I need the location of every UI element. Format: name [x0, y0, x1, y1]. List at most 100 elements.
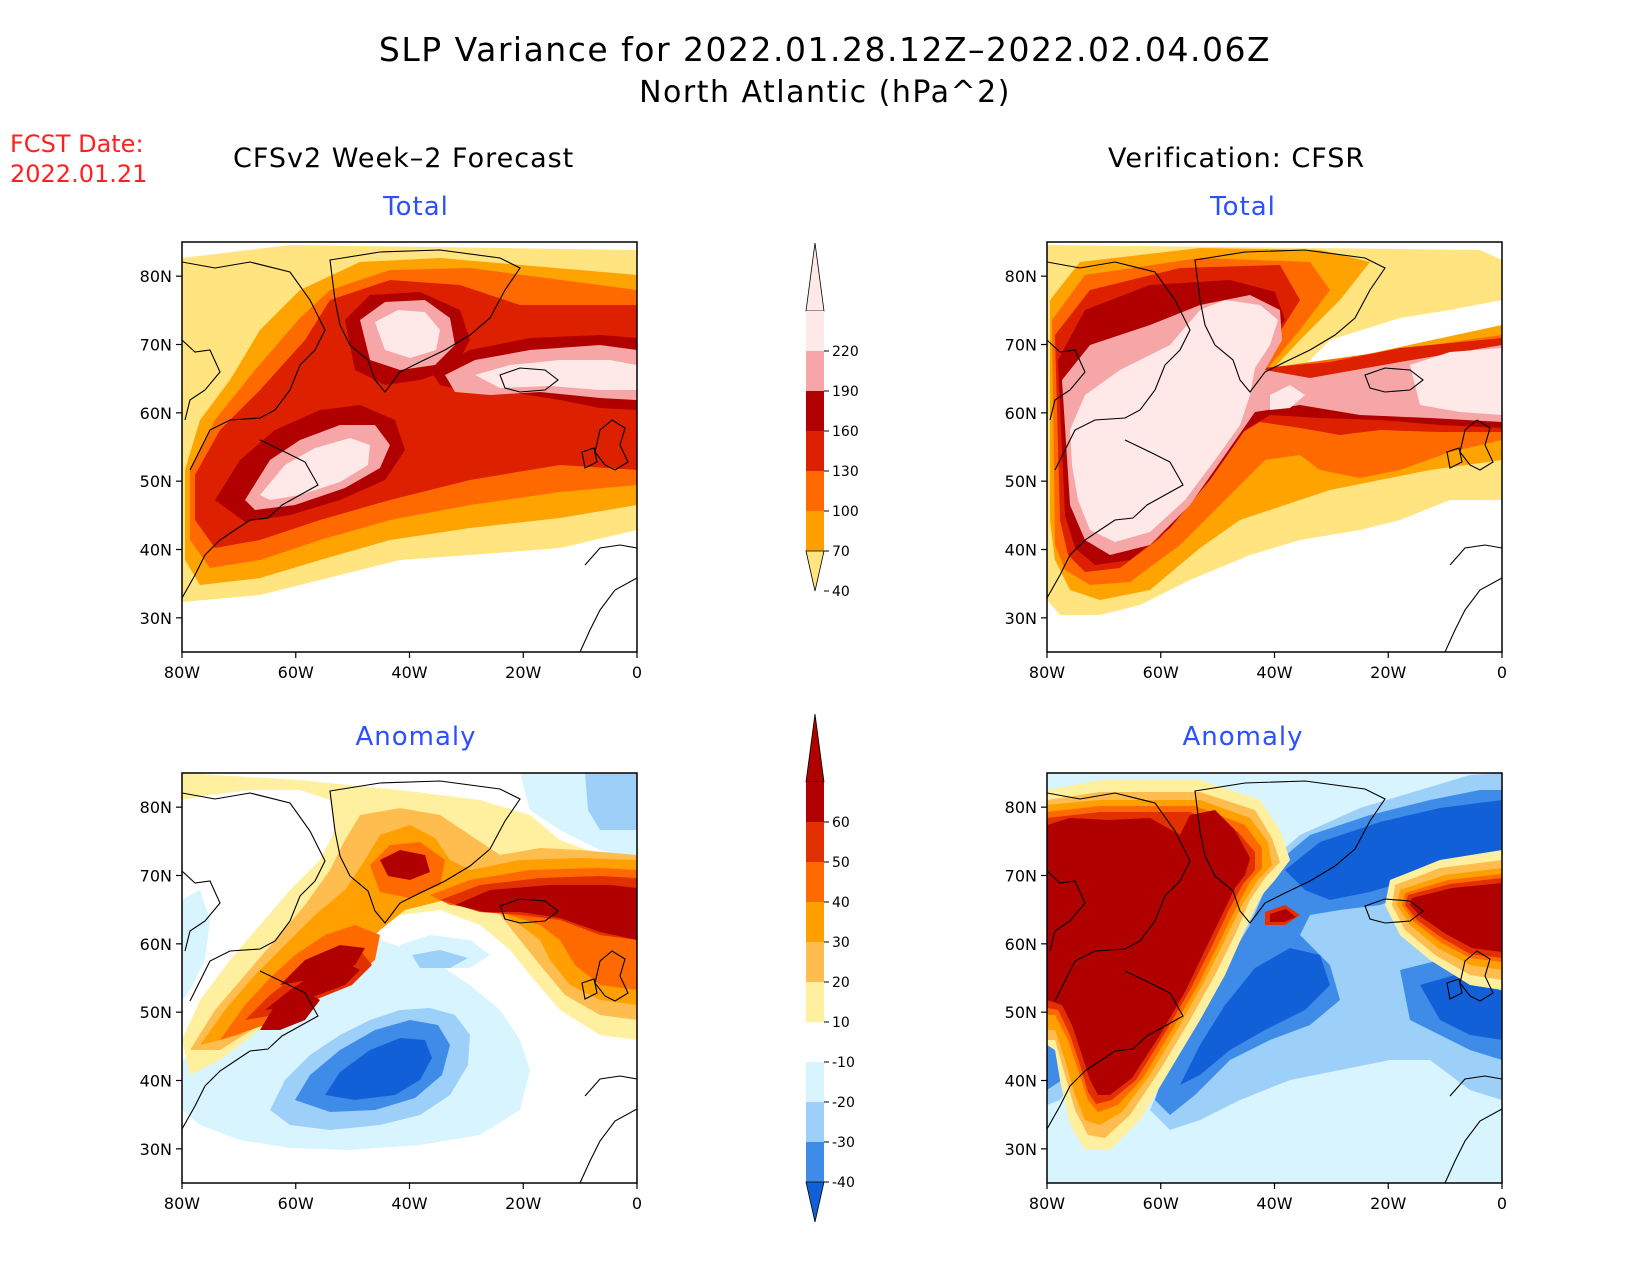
- forecast-anomaly-lat-label: 40N: [140, 1072, 172, 1091]
- contour-neg40-c: [1420, 975, 1502, 1040]
- verification-total-lat-label: 60N: [1005, 404, 1037, 423]
- total-colorbar-swatch: [806, 471, 824, 511]
- total-colorbar-swatch: [806, 391, 824, 431]
- anomaly-colorbar-label: -10: [832, 1055, 855, 1071]
- coast-canada-arctic: [182, 261, 326, 471]
- forecast-anomaly-lon-label: 40W: [391, 1194, 427, 1213]
- forecast-total-lat-label: 30N: [140, 609, 172, 628]
- verification-anomaly-lon-label: 0: [1497, 1194, 1507, 1213]
- forecast-anomaly-lon-label: 20W: [505, 1194, 541, 1213]
- contour-pos60-c: [455, 885, 637, 940]
- forecast-total-subtitle: Total: [383, 192, 449, 222]
- verification-total-lon-label: 60W: [1143, 663, 1179, 682]
- verification-total-lat-label: 30N: [1005, 609, 1037, 628]
- coast-labrador-ns: [182, 970, 319, 1130]
- verification-anomaly-lon-label: 60W: [1143, 1194, 1179, 1213]
- contour-pos60-d: [380, 850, 430, 880]
- anomaly-colorbar-label: -20: [832, 1095, 855, 1111]
- anomaly-colorbar-swatch: [806, 982, 824, 1022]
- coast-ireland: [1446, 978, 1463, 1000]
- forecast-anomaly-lon-label: 60W: [278, 1194, 314, 1213]
- coast-africa: [1444, 1108, 1502, 1183]
- total-colorbar-swatch: [806, 431, 824, 471]
- verification-total-subtitle: Total: [1210, 192, 1276, 222]
- contour-neg20-c: [412, 950, 468, 968]
- verification-anomaly-lon-label: 20W: [1370, 1194, 1406, 1213]
- total-colorbar-label: 100: [832, 504, 859, 520]
- coast-iceland: [1364, 367, 1424, 393]
- forecast-anomaly-lat-label: 60N: [140, 935, 172, 954]
- coast-greenland: [1194, 780, 1386, 924]
- total-colorbar: 220 190 160 130 100 70 40: [805, 242, 859, 600]
- forecast-date-label: FCST Date:: [10, 130, 144, 158]
- total-colorbar-bottom-arrow: [805, 550, 825, 592]
- coast-labrador-ns: [182, 439, 319, 599]
- anomaly-colorbar-swatch: [806, 902, 824, 942]
- total-colorbar-label: 220: [832, 344, 859, 360]
- contour-neg20-b: [585, 773, 637, 830]
- coast-africa: [579, 1108, 637, 1183]
- verification-total-lon-label: 20W: [1370, 663, 1406, 682]
- coast-canada-arctic: [1047, 261, 1191, 471]
- figure-subtitle: North Atlantic (hPa^2): [639, 75, 1011, 110]
- forecast-total-lon-label: 20W: [505, 663, 541, 682]
- coast-canada-arctic: [182, 792, 326, 1002]
- anomaly-colorbar-label: 20: [832, 975, 850, 991]
- coast-iberia: [1449, 544, 1502, 566]
- right-column-heading: Verification: CFSR: [1108, 143, 1366, 174]
- anomaly-colorbar-label: 10: [832, 1015, 850, 1031]
- coast-ireland: [581, 978, 598, 1000]
- anomaly-colorbar-top-arrow: [805, 713, 825, 783]
- anomaly-colorbar-swatch: [806, 822, 824, 862]
- forecast-anomaly-lat-label: 30N: [140, 1140, 172, 1159]
- coast-greenland: [329, 780, 521, 924]
- contour-pos60-e: [260, 988, 320, 1030]
- coast-hudson: [182, 339, 221, 421]
- anomaly-colorbar-label: -40: [832, 1175, 855, 1191]
- verification-anomaly-lat-label: 40N: [1005, 1072, 1037, 1091]
- coast-iceland: [499, 898, 559, 924]
- contour-220-b: [375, 310, 440, 358]
- verification-anomaly-lat-label: 80N: [1005, 798, 1037, 817]
- forecast-total-lat-label: 70N: [140, 336, 172, 355]
- coast-labrador-ns: [1047, 970, 1184, 1130]
- contour-neg10-b: [182, 890, 210, 1000]
- coast-labrador-ns: [1047, 439, 1184, 599]
- axes-layer: 80N 70N 60N 50N 40N 30N 80W 60W 40W 20W 0 80N 70N 60N…: [140, 267, 1507, 1213]
- forecast-total-lon-label: 80W: [164, 663, 200, 682]
- total-colorbar-label: 70: [832, 544, 850, 560]
- left-column-heading: CFSv2 Week–2 Forecast: [233, 143, 575, 174]
- forecast-anomaly-lat-label: 70N: [140, 867, 172, 886]
- verification-anomaly-lon-label: 80W: [1029, 1194, 1065, 1213]
- coast-greenland: [1194, 249, 1386, 393]
- forecast-anomaly-lon-label: 80W: [164, 1194, 200, 1213]
- coast-iberia: [584, 544, 637, 566]
- verification-anomaly-lat-label: 70N: [1005, 867, 1037, 886]
- forecast-total-lat-label: 60N: [140, 404, 172, 423]
- coast-africa: [579, 577, 637, 652]
- anomaly-colorbar-swatch: [806, 1102, 824, 1142]
- anomaly-colorbar-swatch: [806, 782, 824, 822]
- coast-iberia: [1449, 1075, 1502, 1097]
- coast-hudson: [1047, 339, 1086, 421]
- anomaly-colorbar-label: -30: [832, 1135, 855, 1151]
- forecast-total-lat-label: 40N: [140, 541, 172, 560]
- total-colorbar-label: 190: [832, 384, 859, 400]
- total-colorbar-label: 40: [832, 584, 850, 600]
- coast-ireland: [581, 447, 598, 469]
- forecast-anomaly-lat-label: 80N: [140, 798, 172, 817]
- verification-anomaly-lat-label: 50N: [1005, 1003, 1037, 1022]
- anomaly-colorbar-label: 60: [832, 815, 850, 831]
- forecast-total-lat-label: 50N: [140, 472, 172, 491]
- verification-anomaly-subtitle: Anomaly: [1182, 722, 1304, 752]
- total-colorbar-swatch: [806, 511, 824, 551]
- coast-iceland: [1364, 898, 1424, 924]
- contour-pos60-b: [280, 945, 365, 985]
- coast-hudson: [1047, 870, 1086, 952]
- verification-anomaly-lon-label: 40W: [1256, 1194, 1292, 1213]
- contour-pos60-c: [1270, 909, 1296, 922]
- anomaly-colorbar-label: 40: [832, 895, 850, 911]
- forecast-anomaly-map: [182, 773, 637, 1183]
- coast-hudson: [182, 870, 221, 952]
